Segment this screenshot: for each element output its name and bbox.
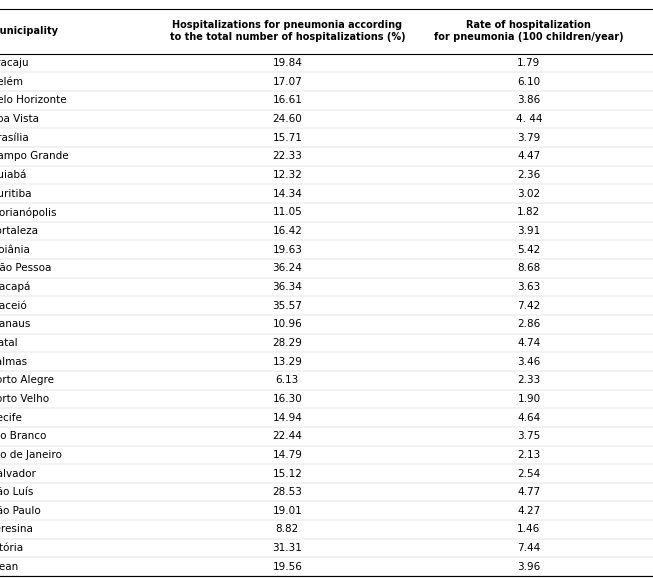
Text: 19.63: 19.63	[272, 245, 302, 255]
Text: 3.91: 3.91	[517, 226, 541, 236]
Text: 36.24: 36.24	[272, 263, 302, 273]
Text: 14.94: 14.94	[272, 413, 302, 423]
Text: 2.33: 2.33	[517, 375, 541, 385]
Text: 4.74: 4.74	[517, 338, 541, 348]
Text: 4.47: 4.47	[517, 151, 541, 162]
Text: 8.82: 8.82	[276, 525, 299, 534]
Text: Rio Branco: Rio Branco	[0, 431, 46, 441]
Text: 22.33: 22.33	[272, 151, 302, 162]
Text: Recife: Recife	[0, 413, 22, 423]
Text: Natal: Natal	[0, 338, 18, 348]
Text: Manaus: Manaus	[0, 319, 31, 329]
Text: Rio de Janeiro: Rio de Janeiro	[0, 450, 62, 460]
Text: 3.96: 3.96	[517, 562, 541, 572]
Text: 15.12: 15.12	[272, 468, 302, 478]
Text: 3.02: 3.02	[517, 189, 541, 199]
Text: Rate of hospitalization
for pneumonia (100 children/year): Rate of hospitalization for pneumonia (1…	[434, 20, 624, 42]
Text: Campo Grande: Campo Grande	[0, 151, 69, 162]
Text: 19.84: 19.84	[272, 58, 302, 68]
Text: Porto Velho: Porto Velho	[0, 394, 50, 404]
Text: 11.05: 11.05	[272, 207, 302, 217]
Text: 13.29: 13.29	[272, 357, 302, 367]
Text: 2.54: 2.54	[517, 468, 541, 478]
Text: 4.77: 4.77	[517, 487, 541, 497]
Text: 1.46: 1.46	[517, 525, 541, 534]
Text: 19.01: 19.01	[272, 506, 302, 516]
Text: Cuiabá: Cuiabá	[0, 170, 27, 180]
Text: 36.34: 36.34	[272, 282, 302, 292]
Text: 4.27: 4.27	[517, 506, 541, 516]
Text: 4. 44: 4. 44	[516, 114, 542, 124]
Text: Macapá: Macapá	[0, 282, 31, 292]
Text: Belém: Belém	[0, 77, 24, 87]
Text: 2.36: 2.36	[517, 170, 541, 180]
Text: Goiânia: Goiânia	[0, 245, 30, 255]
Text: Maceió: Maceió	[0, 301, 27, 310]
Text: 19.56: 19.56	[272, 562, 302, 572]
Text: 2.13: 2.13	[517, 450, 541, 460]
Text: Salvador: Salvador	[0, 468, 36, 478]
Text: Fortaleza: Fortaleza	[0, 226, 39, 236]
Text: 6.13: 6.13	[276, 375, 299, 385]
Text: Mean: Mean	[0, 562, 18, 572]
Text: 3.86: 3.86	[517, 96, 541, 105]
Text: 3.63: 3.63	[517, 282, 541, 292]
Text: Belo Horizonte: Belo Horizonte	[0, 96, 67, 105]
Text: 1.90: 1.90	[517, 394, 541, 404]
Text: 16.30: 16.30	[272, 394, 302, 404]
Text: 22.44: 22.44	[272, 431, 302, 441]
Text: 6.10: 6.10	[517, 77, 541, 87]
Text: São Paulo: São Paulo	[0, 506, 41, 516]
Text: 4.64: 4.64	[517, 413, 541, 423]
Text: 7.42: 7.42	[517, 301, 541, 310]
Text: 3.75: 3.75	[517, 431, 541, 441]
Text: Palmas: Palmas	[0, 357, 27, 367]
Text: 28.53: 28.53	[272, 487, 302, 497]
Text: 15.71: 15.71	[272, 133, 302, 142]
Text: 5.42: 5.42	[517, 245, 541, 255]
Text: 2.86: 2.86	[517, 319, 541, 329]
Text: Hospitalizations for pneumonia according
to the total number of hospitalizations: Hospitalizations for pneumonia according…	[170, 20, 405, 42]
Text: 24.60: 24.60	[272, 114, 302, 124]
Text: Municipality: Municipality	[0, 26, 58, 36]
Text: 7.44: 7.44	[517, 543, 541, 553]
Text: Teresina: Teresina	[0, 525, 33, 534]
Text: 1.82: 1.82	[517, 207, 541, 217]
Text: Brasília: Brasília	[0, 133, 29, 142]
Text: 12.32: 12.32	[272, 170, 302, 180]
Text: 17.07: 17.07	[272, 77, 302, 87]
Text: 31.31: 31.31	[272, 543, 302, 553]
Text: João Pessoa: João Pessoa	[0, 263, 52, 273]
Text: 3.46: 3.46	[517, 357, 541, 367]
Text: 14.34: 14.34	[272, 189, 302, 199]
Text: 14.79: 14.79	[272, 450, 302, 460]
Text: Curitiba: Curitiba	[0, 189, 32, 199]
Text: Aracaju: Aracaju	[0, 58, 30, 68]
Text: Vitória: Vitória	[0, 543, 24, 553]
Text: Boa Vista: Boa Vista	[0, 114, 39, 124]
Text: Florianópolis: Florianópolis	[0, 207, 57, 218]
Text: 28.29: 28.29	[272, 338, 302, 348]
Text: Porto Alegre: Porto Alegre	[0, 375, 54, 385]
Text: 10.96: 10.96	[272, 319, 302, 329]
Text: 16.61: 16.61	[272, 96, 302, 105]
Text: 16.42: 16.42	[272, 226, 302, 236]
Text: São Luís: São Luís	[0, 487, 33, 497]
Text: 8.68: 8.68	[517, 263, 541, 273]
Text: 35.57: 35.57	[272, 301, 302, 310]
Text: 1.79: 1.79	[517, 58, 541, 68]
Text: 3.79: 3.79	[517, 133, 541, 142]
